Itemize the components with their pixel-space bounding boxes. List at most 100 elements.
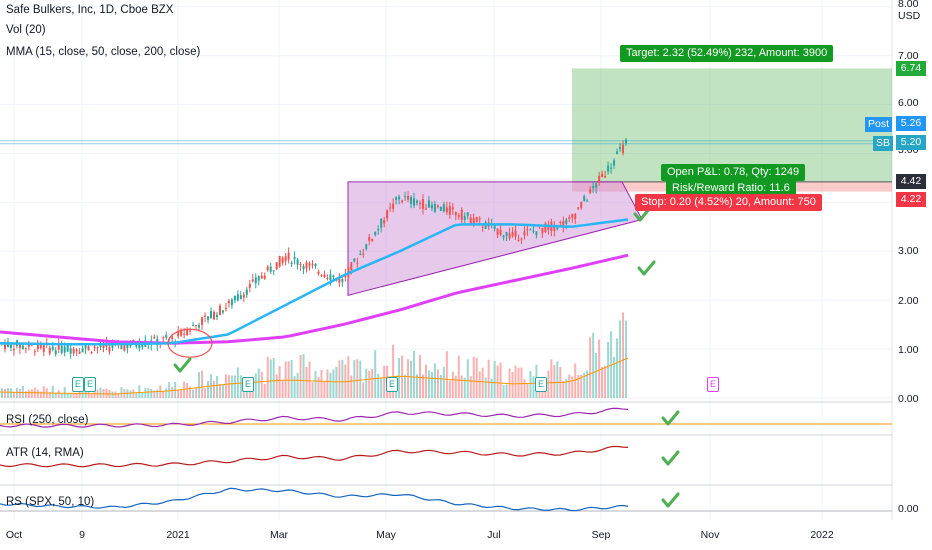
volume-bar xyxy=(448,380,451,398)
candle xyxy=(269,266,272,272)
upcoming-earnings-marker[interactable]: E xyxy=(707,377,719,392)
candle xyxy=(592,186,595,189)
candle xyxy=(574,213,577,220)
candle xyxy=(311,264,314,266)
volume-bar xyxy=(144,387,147,398)
x-tick: Jul xyxy=(487,529,501,541)
volume-bar xyxy=(150,388,153,398)
volume-bar xyxy=(69,392,72,398)
volume-bar xyxy=(475,358,478,398)
price-tick-6: 6.00 xyxy=(898,97,919,109)
volume-bar xyxy=(138,385,141,398)
candle xyxy=(338,277,341,283)
volume-bar xyxy=(215,376,218,398)
volume-bar xyxy=(499,362,502,398)
candle xyxy=(201,317,204,325)
candle xyxy=(469,217,472,224)
candle xyxy=(359,254,362,256)
earnings-marker[interactable]: E xyxy=(242,377,254,392)
candle xyxy=(433,203,436,212)
volume-bar xyxy=(156,389,159,398)
volume-bar xyxy=(484,377,487,398)
volume-bar xyxy=(236,367,239,398)
candle xyxy=(284,256,287,262)
volume-bar xyxy=(466,359,469,398)
candle xyxy=(589,189,592,193)
earnings-marker[interactable]: E xyxy=(535,377,547,392)
volume-bar xyxy=(1,388,3,398)
candle xyxy=(445,207,448,213)
earnings-marker[interactable]: E xyxy=(84,377,96,392)
candle xyxy=(314,263,317,266)
volume-bar xyxy=(18,388,21,398)
price-tick-2: 2.00 xyxy=(898,295,919,307)
candle xyxy=(54,350,57,355)
candle xyxy=(568,217,571,220)
volume-bar xyxy=(293,376,296,398)
candle xyxy=(559,221,562,223)
sb-price-tag: 5.20 xyxy=(896,135,926,150)
candle xyxy=(153,336,156,339)
volume-bar xyxy=(598,339,601,398)
volume-bar xyxy=(180,390,183,398)
candle xyxy=(260,275,263,279)
earnings-marker[interactable]: E xyxy=(72,377,84,392)
candle xyxy=(625,139,627,144)
candle xyxy=(63,346,66,353)
volume-bar xyxy=(287,361,290,398)
check-mark xyxy=(661,410,680,426)
volume-bar xyxy=(305,366,308,398)
volume-bar xyxy=(120,387,123,398)
candle xyxy=(377,229,380,231)
volume-bar xyxy=(317,376,320,398)
volume-bar xyxy=(141,393,144,398)
candle xyxy=(48,347,51,354)
volume-bar xyxy=(75,393,78,398)
volume-bar xyxy=(135,393,138,398)
candle xyxy=(180,329,183,336)
volume-bar xyxy=(604,365,607,398)
volume-bar xyxy=(42,386,45,398)
candle xyxy=(436,205,439,208)
candle xyxy=(42,345,45,352)
volume-bar xyxy=(601,367,604,398)
volume-bar xyxy=(359,360,362,398)
candle xyxy=(36,342,39,350)
candle xyxy=(610,167,613,169)
candle xyxy=(329,274,332,281)
volume-bar xyxy=(416,374,419,398)
candle xyxy=(398,196,401,200)
volume-bar xyxy=(93,387,96,398)
candle xyxy=(120,345,123,350)
price-tick-0: 0.00 xyxy=(898,393,919,405)
candle xyxy=(529,229,532,231)
volume-bar xyxy=(254,373,257,398)
target-price-tag: 6.74 xyxy=(896,61,926,76)
candle xyxy=(493,223,496,229)
candle xyxy=(293,257,296,260)
candle xyxy=(475,217,478,222)
candles xyxy=(1,138,627,359)
rs-label: RS (SPX, 50, 10) xyxy=(6,496,95,508)
volume-bar xyxy=(430,371,433,398)
candle xyxy=(254,277,257,284)
volume-bar xyxy=(72,393,75,398)
volume-bar xyxy=(556,361,559,398)
candle xyxy=(3,344,6,350)
candle xyxy=(239,295,242,300)
earnings-marker[interactable]: E xyxy=(386,377,398,392)
candle xyxy=(141,344,144,348)
volume-bar xyxy=(63,387,66,398)
volume-bar xyxy=(224,374,227,398)
volume-bar xyxy=(30,389,33,398)
candle xyxy=(341,278,344,283)
volume-bar xyxy=(383,365,386,398)
volume-bar xyxy=(212,380,215,398)
volume-bar xyxy=(565,379,568,398)
volume-bar xyxy=(526,383,529,398)
volume-bar xyxy=(457,355,460,398)
volume-bar xyxy=(9,388,12,398)
candle xyxy=(580,201,583,208)
volume-bar xyxy=(275,374,278,398)
